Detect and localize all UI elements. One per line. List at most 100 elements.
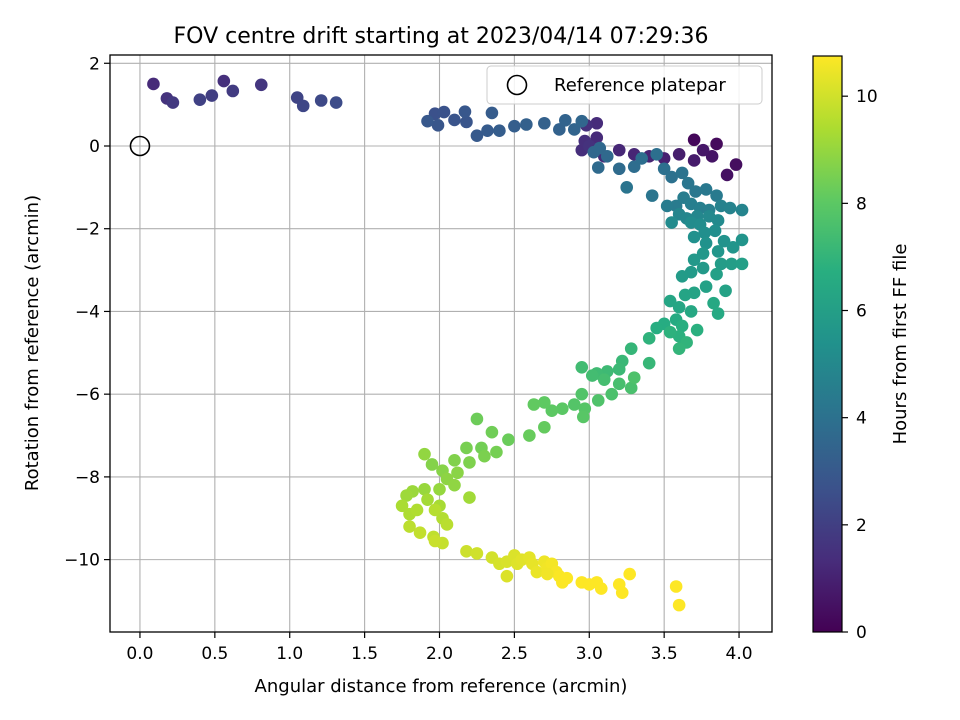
data-point	[470, 412, 484, 426]
data-point	[463, 491, 476, 504]
data-point	[314, 94, 328, 107]
data-point	[605, 387, 619, 401]
data-point	[678, 288, 692, 302]
data-point	[615, 586, 629, 600]
data-point	[675, 269, 689, 283]
data-point	[538, 396, 551, 409]
data-point	[624, 342, 638, 355]
data-point	[590, 131, 604, 145]
data-point	[428, 503, 442, 517]
colorbar-tick-label: 4	[856, 409, 867, 429]
data-point	[612, 363, 626, 376]
data-point	[463, 456, 476, 469]
data-point	[705, 150, 719, 163]
reference-platepar-marker	[129, 135, 151, 157]
data-point	[594, 582, 608, 595]
y-tick-label: 2	[89, 54, 100, 74]
colorbar-tick-label: 0	[856, 623, 867, 643]
data-point	[440, 518, 454, 531]
data-point	[575, 114, 589, 128]
data-point	[490, 445, 503, 459]
data-point	[699, 236, 713, 250]
data-point	[735, 233, 749, 247]
data-point	[545, 404, 559, 418]
data-point	[428, 534, 442, 548]
data-point	[410, 503, 424, 517]
x-tick-label: 3.5	[651, 644, 678, 664]
data-point	[620, 181, 634, 194]
data-point	[451, 466, 464, 480]
data-point	[681, 176, 695, 190]
data-point	[421, 493, 434, 506]
data-point	[481, 124, 494, 137]
chart-title: FOV centre drift starting at 2023/04/14 …	[174, 24, 709, 49]
data-point	[226, 84, 240, 98]
data-point	[448, 113, 461, 127]
x-tick-label: 2.5	[501, 644, 528, 664]
data-point	[559, 114, 572, 127]
data-point	[696, 143, 710, 157]
data-point	[470, 547, 484, 560]
data-point	[425, 458, 439, 471]
data-point	[147, 77, 160, 91]
data-point	[689, 185, 702, 198]
y-tick-label: 0	[89, 137, 100, 157]
y-tick-label: −8	[75, 468, 100, 488]
reference-point-layer	[129, 135, 151, 157]
colorbar-label: Hours from first FF file	[890, 244, 911, 445]
data-point	[400, 489, 413, 502]
data-point	[612, 143, 626, 157]
data-point	[624, 381, 638, 395]
data-point	[593, 141, 607, 155]
data-point	[553, 123, 566, 136]
data-point	[650, 147, 663, 161]
data-point	[591, 161, 605, 174]
data-point	[448, 454, 461, 467]
data-point	[541, 567, 554, 581]
y-axis-label: Rotation from reference (arcmin)	[22, 195, 43, 491]
plot-frame	[109, 54, 773, 633]
colorbar: 0 2 4 6 8 10 Hours from first FF file	[812, 55, 911, 643]
data-point	[470, 129, 484, 142]
data-point	[612, 377, 626, 391]
data-point	[590, 116, 604, 130]
data-point	[710, 137, 723, 151]
data-point	[711, 245, 725, 258]
legend-entry-label: Reference platepar	[554, 75, 726, 96]
data-point	[672, 147, 686, 161]
data-points	[147, 74, 749, 612]
data-point	[672, 598, 686, 612]
data-point	[665, 170, 678, 184]
y-tick-label: −6	[75, 385, 100, 405]
x-tick-label: 1.5	[351, 644, 378, 664]
data-point	[530, 565, 544, 579]
legend: Reference platepar	[486, 65, 763, 105]
x-tick-label: 4.0	[726, 644, 753, 664]
data-point	[635, 152, 648, 165]
data-point	[719, 284, 732, 298]
data-point	[500, 569, 514, 583]
legend-box	[486, 65, 763, 105]
data-point	[493, 124, 506, 137]
data-point	[485, 106, 499, 120]
data-point	[433, 483, 446, 496]
y-axis-ticks: 2 0 −2 −4 −6 −8 −10	[64, 54, 110, 571]
data-point	[575, 360, 589, 374]
y-tick-label: −10	[64, 551, 100, 571]
data-point	[523, 429, 536, 442]
data-point	[329, 96, 343, 109]
data-point	[675, 166, 689, 180]
data-point	[538, 116, 551, 130]
x-tick-label: 3.0	[576, 644, 603, 664]
data-point	[627, 160, 641, 173]
data-point	[591, 394, 605, 407]
colorbar-tick-label: 2	[856, 516, 867, 536]
x-tick-label: 1.0	[276, 644, 303, 664]
data-point	[458, 105, 472, 118]
data-point	[660, 199, 674, 213]
y-tick-label: −2	[75, 220, 100, 240]
data-point	[600, 150, 614, 163]
data-point	[612, 162, 626, 176]
data-point	[520, 118, 533, 131]
